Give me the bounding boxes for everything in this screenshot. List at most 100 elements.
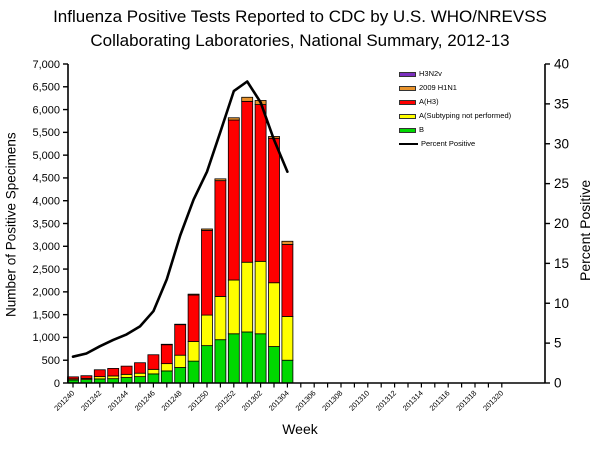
bar-segment-201245 bbox=[134, 376, 146, 384]
legend-color-swatch bbox=[399, 85, 416, 91]
y-left-tick-label: 6,500 bbox=[32, 82, 60, 94]
x-tick-label: 201242 bbox=[79, 389, 103, 413]
legend-label: H3N2v bbox=[419, 69, 442, 78]
y-left-tick-label: 500 bbox=[42, 355, 60, 367]
bar-segment-201244 bbox=[120, 373, 133, 378]
bar-segment-201251 bbox=[214, 178, 227, 182]
bar-segment-201252 bbox=[227, 119, 240, 281]
y-right-tick-label: 0 bbox=[554, 376, 562, 391]
bar-segment-201301 bbox=[241, 100, 254, 263]
legend-line-sample bbox=[399, 142, 418, 146]
bar-segment-201250 bbox=[201, 345, 213, 384]
bar-segment-201301 bbox=[241, 261, 254, 333]
bar-segment-201247 bbox=[160, 344, 173, 365]
x-tick-label: 201320 bbox=[481, 389, 505, 413]
x-tick-label: 201246 bbox=[133, 389, 157, 413]
y-left-tick-label: 5,500 bbox=[32, 127, 60, 139]
bar-segment-201244 bbox=[120, 365, 133, 375]
chart-title-line2: Collaborating Laboratories, National Sum… bbox=[90, 31, 510, 50]
legend-color-swatch bbox=[399, 99, 416, 105]
bar-segment-201242 bbox=[93, 369, 106, 378]
y-left-tick-label: 4,500 bbox=[32, 173, 60, 185]
y-left-tick-label: 1,000 bbox=[32, 332, 60, 344]
chart-title: Influenza Positive Tests Reported to CDC… bbox=[0, 5, 600, 53]
bar-segment-201248 bbox=[174, 354, 187, 368]
x-tick-label: 201318 bbox=[454, 389, 478, 413]
bar-segment-201247 bbox=[160, 370, 173, 384]
bar-segment-201250 bbox=[201, 228, 213, 231]
y-left-tick-label: 5,000 bbox=[32, 150, 60, 162]
bar-segment-201245 bbox=[134, 362, 146, 374]
bar-segment-201246 bbox=[147, 368, 160, 375]
y-left-tick-label: 3,500 bbox=[32, 218, 60, 230]
bar-segment-201301 bbox=[241, 96, 254, 102]
legend-label: A(Subtyping not performed) bbox=[419, 111, 512, 120]
y-left-tick-label: 2,500 bbox=[32, 264, 60, 276]
legend-color-swatch bbox=[399, 71, 416, 77]
legend-color-swatch bbox=[399, 113, 416, 119]
chart-legend: H3N2v 2009 H1N1 A(H3) A(Subtyping not perfo… bbox=[399, 69, 511, 149]
bar-segment-201241 bbox=[80, 375, 93, 379]
bar-segment-201249 bbox=[187, 294, 200, 342]
bar-segment-201243 bbox=[107, 375, 120, 380]
bar-segment-201246 bbox=[147, 354, 160, 370]
bar-segment-201249 bbox=[187, 360, 200, 384]
bar-segment-201248 bbox=[174, 367, 187, 384]
y-right-tick-label: 5 bbox=[554, 336, 562, 351]
legend-item-2009-h1n1: 2009 H1N1 bbox=[399, 83, 511, 93]
y-left-tick-label: 1,500 bbox=[32, 309, 60, 321]
legend-item-h3n2v: H3N2v bbox=[399, 69, 511, 79]
y-right-tick-label: 40 bbox=[554, 57, 569, 72]
x-tick-label: 201302 bbox=[240, 389, 264, 413]
legend-item-percent-positive: Percent Positive bbox=[399, 139, 511, 149]
bar-segment-201246 bbox=[147, 373, 160, 384]
y-right-tick-label: 25 bbox=[554, 176, 569, 191]
bar-segment-201243 bbox=[107, 368, 120, 377]
x-tick-label: 201240 bbox=[52, 389, 76, 413]
y-left-tick-label: 0 bbox=[54, 378, 60, 390]
bar-segment-201251 bbox=[214, 180, 227, 297]
y-left-tick-label: 7,000 bbox=[32, 59, 60, 71]
bar-segment-201252 bbox=[227, 333, 240, 384]
x-tick-label: 201250 bbox=[186, 389, 210, 413]
bar-segment-201303 bbox=[268, 282, 280, 347]
y-right-tick-label: 15 bbox=[554, 256, 569, 271]
x-tick-label: 201312 bbox=[374, 389, 398, 413]
bar-segment-201252 bbox=[227, 117, 240, 121]
chart-title-line1: Influenza Positive Tests Reported to CDC… bbox=[53, 7, 547, 26]
bar-segment-201252 bbox=[227, 279, 240, 335]
bar-segment-201247 bbox=[160, 363, 173, 372]
bar-segment-201249 bbox=[187, 341, 200, 362]
bar-segment-201303 bbox=[268, 137, 280, 284]
x-tick-label: 201304 bbox=[267, 389, 291, 413]
bar-segment-201302 bbox=[254, 260, 267, 335]
bar-segment-201245 bbox=[134, 372, 146, 378]
y-right-tick-label: 30 bbox=[554, 136, 569, 151]
x-tick-label: 201252 bbox=[213, 389, 237, 413]
legend-label: B bbox=[419, 125, 425, 134]
bar-segment-201251 bbox=[214, 296, 227, 341]
y-left-tick-label: 3,000 bbox=[32, 241, 60, 253]
bar-segment-201251 bbox=[214, 339, 227, 384]
bar-segment-201304 bbox=[281, 316, 294, 361]
y-left-tick-label: 4,000 bbox=[32, 196, 60, 208]
y-left-tick-label: 6,000 bbox=[32, 104, 60, 116]
y-right-tick-label: 10 bbox=[554, 296, 569, 311]
legend-label: A(H3) bbox=[419, 97, 439, 106]
legend-item-a-h3-: A(H3) bbox=[399, 97, 511, 107]
x-tick-label: 201314 bbox=[401, 389, 425, 413]
percent-positive-line bbox=[71, 80, 289, 359]
bar-segment-201304 bbox=[281, 359, 294, 384]
x-tick-label: 201310 bbox=[347, 389, 371, 413]
x-tick-label: 201248 bbox=[160, 389, 184, 413]
y-right-tick-label: 35 bbox=[554, 96, 569, 111]
bar-segment-201248 bbox=[174, 324, 187, 356]
x-tick-label: 201244 bbox=[106, 389, 130, 413]
y-left-tick-label: 2,000 bbox=[32, 287, 60, 299]
legend-item-b: B bbox=[399, 125, 511, 135]
bar-segment-201250 bbox=[201, 229, 213, 316]
bar-segment-201240 bbox=[67, 376, 79, 380]
legend-color-swatch bbox=[399, 127, 416, 133]
